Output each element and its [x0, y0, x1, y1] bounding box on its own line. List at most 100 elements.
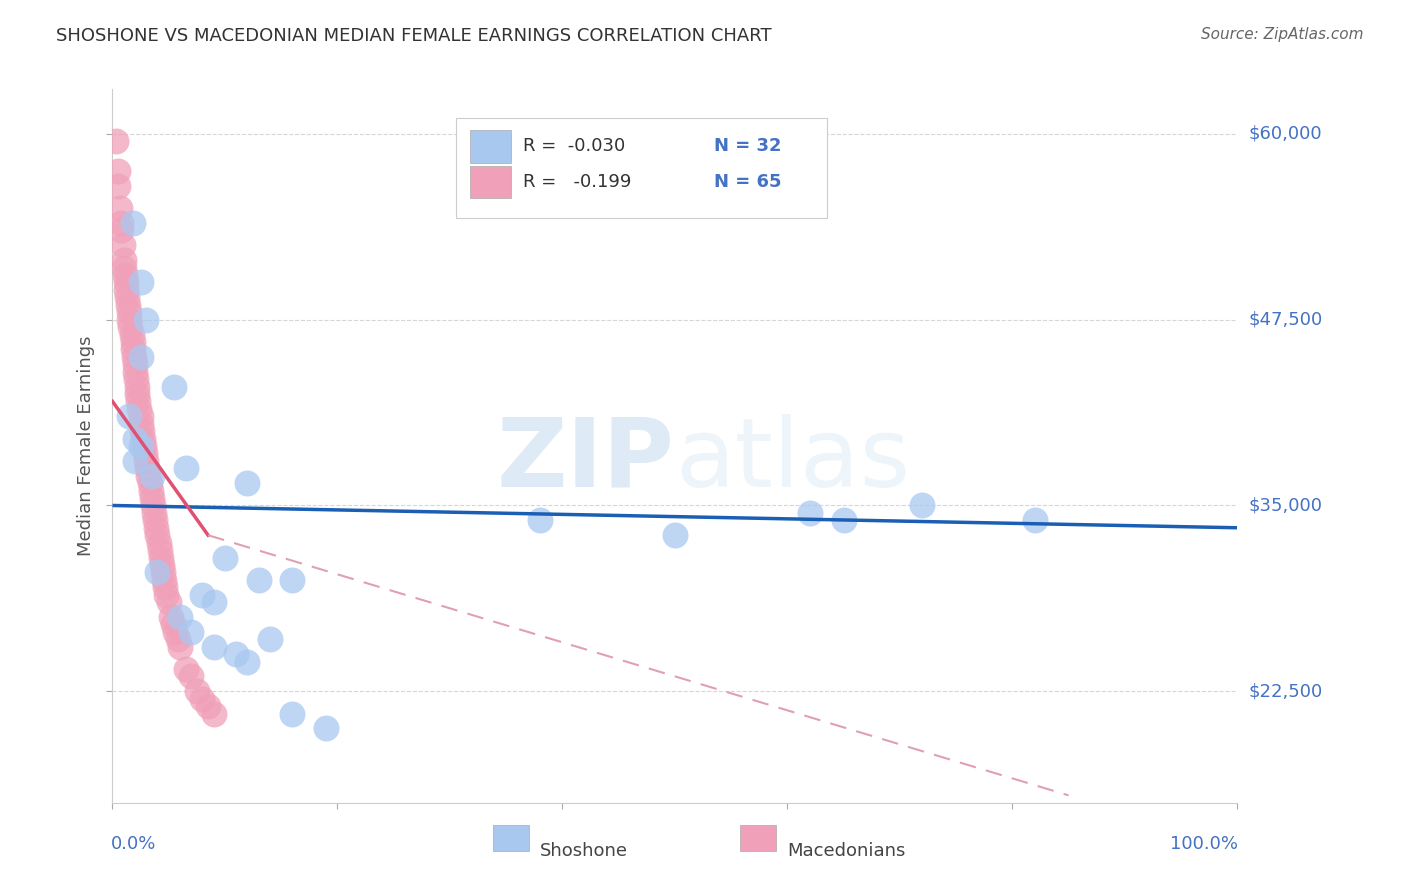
- Point: [247, 573, 270, 587]
- Point: [115, 283, 138, 297]
- Point: [214, 550, 236, 565]
- Point: [145, 521, 167, 535]
- Point: [174, 461, 197, 475]
- Point: [110, 216, 132, 230]
- Point: [191, 691, 214, 706]
- Point: [129, 350, 152, 364]
- Point: [202, 640, 225, 654]
- Point: [149, 543, 172, 558]
- Point: [121, 334, 143, 349]
- Point: [152, 566, 174, 580]
- Point: [129, 417, 152, 431]
- Point: [129, 439, 152, 453]
- Point: [163, 379, 186, 393]
- Point: [107, 164, 129, 178]
- Point: [142, 499, 165, 513]
- Point: [281, 706, 304, 721]
- Point: [124, 432, 146, 446]
- Point: [107, 178, 129, 193]
- Point: [118, 305, 141, 319]
- Text: ZIP: ZIP: [496, 414, 675, 507]
- Text: Macedonians: Macedonians: [787, 842, 905, 860]
- Point: [115, 276, 138, 290]
- Point: [132, 439, 155, 453]
- Point: [180, 624, 202, 639]
- Point: [149, 550, 172, 565]
- Y-axis label: Median Female Earnings: Median Female Earnings: [77, 335, 96, 557]
- Point: [114, 268, 136, 282]
- FancyBboxPatch shape: [470, 130, 510, 162]
- FancyBboxPatch shape: [456, 118, 827, 218]
- Text: $60,000: $60,000: [1249, 125, 1322, 143]
- Point: [202, 595, 225, 609]
- Point: [146, 566, 169, 580]
- Point: [115, 290, 138, 304]
- Point: [315, 722, 337, 736]
- Point: [150, 558, 173, 572]
- Point: [138, 468, 160, 483]
- Point: [236, 655, 259, 669]
- Point: [104, 134, 127, 148]
- Point: [664, 528, 686, 542]
- Point: [128, 401, 150, 416]
- Point: [132, 432, 155, 446]
- Point: [110, 223, 132, 237]
- Point: [112, 260, 135, 275]
- FancyBboxPatch shape: [492, 825, 529, 851]
- Point: [153, 573, 176, 587]
- Point: [148, 535, 170, 549]
- Point: [136, 461, 159, 475]
- Point: [225, 647, 247, 661]
- Text: 100.0%: 100.0%: [1170, 835, 1239, 853]
- Text: N = 65: N = 65: [714, 173, 782, 191]
- Point: [138, 476, 160, 491]
- Point: [174, 662, 197, 676]
- Point: [121, 327, 143, 342]
- Point: [141, 468, 163, 483]
- Point: [169, 610, 191, 624]
- Point: [259, 632, 281, 647]
- Point: [135, 312, 157, 326]
- Point: [157, 595, 180, 609]
- Point: [832, 513, 855, 527]
- Text: R =   -0.199: R = -0.199: [523, 173, 631, 191]
- Point: [143, 513, 166, 527]
- Point: [118, 312, 141, 326]
- Point: [120, 320, 142, 334]
- Text: R =  -0.030: R = -0.030: [523, 137, 626, 155]
- Point: [117, 298, 139, 312]
- Point: [135, 454, 157, 468]
- Text: $35,000: $35,000: [1249, 497, 1323, 515]
- Point: [124, 365, 146, 379]
- Point: [134, 446, 156, 460]
- Point: [155, 588, 177, 602]
- Text: atlas: atlas: [675, 414, 910, 507]
- Point: [160, 610, 183, 624]
- Point: [129, 276, 152, 290]
- Point: [139, 483, 162, 498]
- Point: [131, 424, 153, 438]
- Point: [129, 409, 152, 424]
- Point: [118, 409, 141, 424]
- Text: Source: ZipAtlas.com: Source: ZipAtlas.com: [1201, 27, 1364, 42]
- Point: [122, 350, 145, 364]
- Point: [186, 684, 208, 698]
- Point: [141, 491, 163, 505]
- Text: SHOSHONE VS MACEDONIAN MEDIAN FEMALE EARNINGS CORRELATION CHART: SHOSHONE VS MACEDONIAN MEDIAN FEMALE EAR…: [56, 27, 772, 45]
- Point: [143, 506, 166, 520]
- Point: [127, 379, 149, 393]
- Point: [281, 573, 304, 587]
- Point: [127, 394, 149, 409]
- Point: [166, 632, 188, 647]
- FancyBboxPatch shape: [740, 825, 776, 851]
- Point: [124, 357, 146, 371]
- Text: N = 32: N = 32: [714, 137, 782, 155]
- Point: [169, 640, 191, 654]
- Point: [162, 617, 184, 632]
- Point: [180, 669, 202, 683]
- Point: [121, 343, 143, 357]
- Text: $22,500: $22,500: [1249, 682, 1323, 700]
- Point: [202, 706, 225, 721]
- Text: $47,500: $47,500: [1249, 310, 1323, 328]
- Point: [191, 588, 214, 602]
